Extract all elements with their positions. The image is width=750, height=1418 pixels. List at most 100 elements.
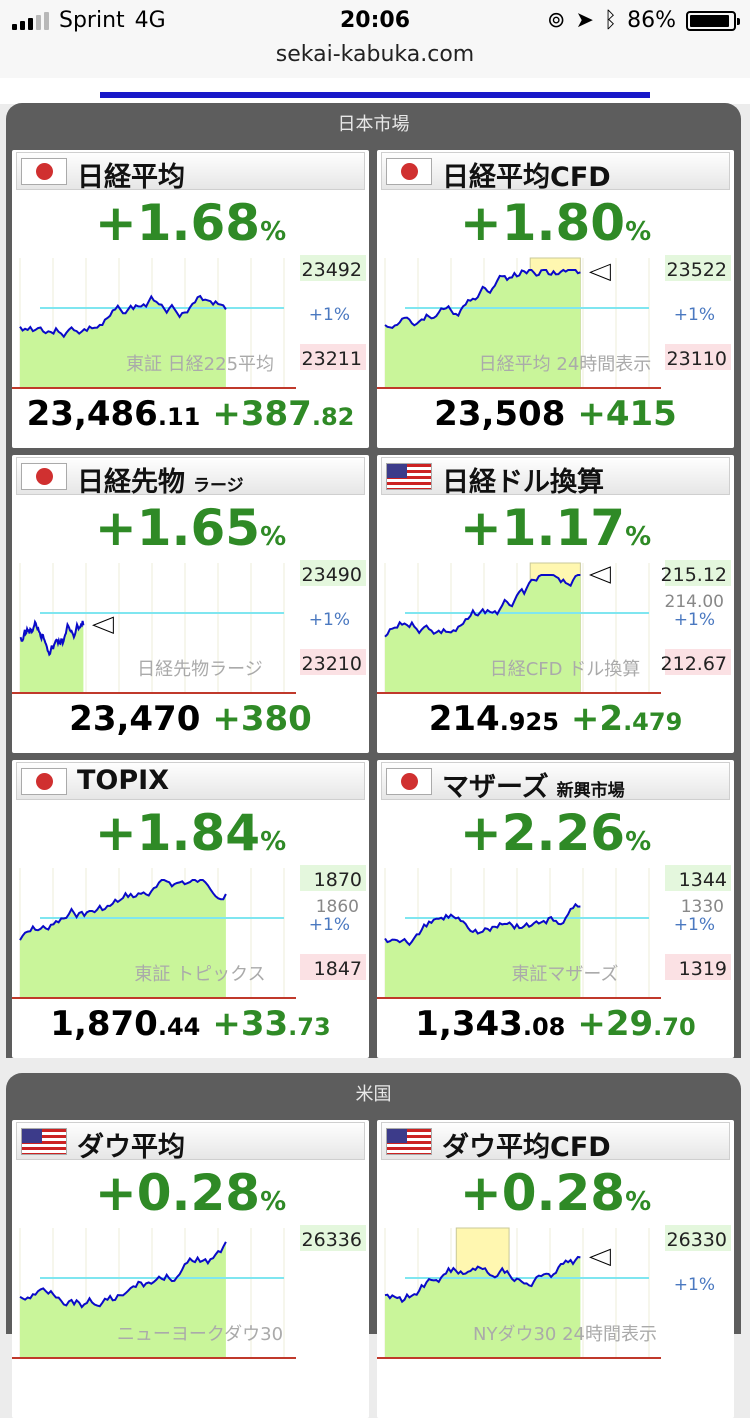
signal-bars-icon [12, 11, 49, 30]
price-integer: 23,470 [69, 699, 201, 739]
market-card[interactable]: ダウ平均 +0.28% 26336 ニューヨークダウ30 [12, 1120, 369, 1418]
card-header[interactable]: 日経平均CFD [381, 152, 730, 193]
chart-watermark: 日経先物ラージ [137, 659, 263, 680]
change-integer: +387 [212, 394, 312, 434]
card-title-text: 日経平均 [77, 162, 185, 193]
card-header[interactable]: 日経ドル換算 [381, 457, 730, 498]
card-title-text: 日経平均CFD [442, 162, 611, 193]
price: 214.925 [429, 699, 559, 739]
price: 23,486.11 [27, 394, 201, 434]
change-integer: +415 [577, 394, 677, 434]
change-integer: +380 [212, 699, 312, 739]
intraday-chart[interactable]: 26336 ニューヨークダウ30 [12, 1220, 369, 1360]
area-fill [385, 270, 581, 388]
change-integer: +2 [570, 699, 624, 739]
percent-change: +0.28% [377, 1164, 734, 1222]
battery-icon [686, 10, 740, 31]
price-line [19, 294, 227, 339]
card-header[interactable]: TOPIX [16, 762, 365, 800]
low-label: 23211 [302, 348, 362, 370]
status-bar: Sprint 4G 20:06 ⊚ ➤ ᛒ 86% [0, 0, 750, 42]
intraday-chart[interactable]: 1870+1%186018401847東証 トピックス [12, 860, 369, 1000]
card-header[interactable]: ダウ平均 [16, 1122, 365, 1163]
price-line [384, 574, 581, 638]
market-card[interactable]: マザーズ 新興市場 +2.26% 1344 +1% 1330 1319 東証マザーズ 1,343… [377, 760, 734, 1058]
intraday-chart[interactable]: 23522 +1% 23110 日経平均 24時間表示 [377, 250, 734, 390]
url-text: sekai-kabuka.com [275, 42, 475, 67]
price: 1,343.08 [415, 1004, 565, 1044]
card-title-text: ダウ平均 [77, 1132, 185, 1163]
japan-flag-icon [386, 158, 432, 185]
section-title: 日本市場 [337, 114, 410, 135]
axis-tick: 214.00 [665, 592, 724, 612]
change-decimal: .479 [623, 708, 683, 736]
percent-change: +1.84% [12, 804, 369, 862]
price-decimal: .11 [157, 403, 201, 431]
area-fill [20, 1241, 226, 1358]
percent-unit: % [260, 217, 287, 247]
plus-one-label: +1% [674, 305, 715, 325]
market-card[interactable]: 日経平均CFD +1.80% 23522 +1% 23110 日経平均 24時間表示 23,… [377, 150, 734, 448]
market-card[interactable]: TOPIX+1.84%1870+1%186018401847東証 トピックス1,… [12, 760, 369, 1058]
market-card[interactable]: 日経ドル換算+1.17%215.12+1%214.00213.00212.67日… [377, 455, 734, 753]
price: 23,470 [69, 699, 200, 739]
percent-value: +1.80 [459, 194, 626, 252]
price-integer: 23,508 [434, 394, 566, 434]
price-line [19, 1241, 227, 1309]
percent-unit: % [625, 217, 652, 247]
section-title: 米国 [355, 1084, 392, 1105]
chart-watermark: 日経CFD ドル換算 [490, 659, 641, 680]
high-label: 1344 [679, 869, 727, 891]
bluetooth-icon: ᛒ [603, 8, 618, 33]
current-pointer-icon [589, 566, 611, 584]
change: +33.73 [212, 1004, 330, 1044]
card-header[interactable]: 日経先物 ラージ [16, 457, 365, 498]
link-underline[interactable] [100, 78, 650, 98]
plus-one-label: +1% [309, 915, 350, 935]
url-bar[interactable]: sekai-kabuka.com [0, 42, 750, 79]
price-decimal: .44 [157, 1013, 201, 1041]
price-decimal: .08 [522, 1013, 566, 1041]
card-title-text: 日経ドル換算 [442, 467, 604, 498]
card-title: 日経先物 ラージ [77, 460, 244, 499]
intraday-chart[interactable]: 26330 +1% NYダウ30 24時間表示 [377, 1220, 734, 1360]
plus-one-label: +1% [674, 610, 715, 630]
card-header[interactable]: ダウ平均CFD [381, 1122, 730, 1163]
intraday-chart[interactable]: 23492 +1% 23211 東証 日経225平均 [12, 250, 369, 390]
japan-flag-icon [386, 768, 432, 795]
high-label-bg [300, 255, 366, 281]
price-row: 214.925 +2.479 [377, 699, 734, 739]
market-card[interactable]: ダウ平均CFD +0.28% 26330 +1% NYダウ30 24時間表示 [377, 1120, 734, 1418]
market-card[interactable]: 日経平均 +1.68% 23492 +1% 23211 東証 日経225平均 23,486.… [12, 150, 369, 448]
high-label: 1870 [314, 869, 362, 891]
chart-watermark: 東証 日経225平均 [126, 354, 274, 375]
intraday-chart[interactable]: 1344 +1%1330 1319 東証マザーズ [377, 860, 734, 1000]
change-decimal: .73 [288, 1013, 331, 1041]
change: +2.479 [571, 699, 682, 739]
rotation-lock-icon: ⊚ [547, 8, 566, 33]
battery-percent: 86% [627, 8, 676, 33]
intraday-chart[interactable]: 23490 +1% 23210 日経先物ラージ [12, 555, 369, 695]
chart-watermark: NYダウ30 24時間表示 [473, 1324, 657, 1345]
market-card[interactable]: 日経先物 ラージ +1.65% 23490 +1% 23210 日経先物ラージ 23,470 +… [12, 455, 369, 753]
card-header[interactable]: マザーズ 新興市場 [381, 762, 730, 803]
axis-tick: 1860 [316, 897, 359, 917]
card-title: 日経平均CFD [442, 155, 611, 194]
us-flag-icon [386, 1128, 432, 1155]
previous-content-peek [0, 78, 750, 104]
card-title: 日経平均 [77, 155, 185, 194]
percent-change: +1.68% [12, 194, 369, 252]
card-header[interactable]: 日経平均 [16, 152, 365, 193]
percent-unit: % [625, 827, 652, 857]
price-line [19, 879, 227, 941]
carrier-name: Sprint [59, 8, 125, 33]
price-line [384, 1255, 581, 1304]
price-integer: 23,486 [26, 394, 158, 434]
current-pointer-icon [92, 616, 114, 634]
area-fill [385, 904, 581, 998]
card-subtitle: ラージ [193, 476, 244, 496]
low-label: 23210 [302, 653, 362, 675]
carrier-area: Sprint 4G [12, 8, 166, 33]
high-label-bg [665, 560, 731, 586]
